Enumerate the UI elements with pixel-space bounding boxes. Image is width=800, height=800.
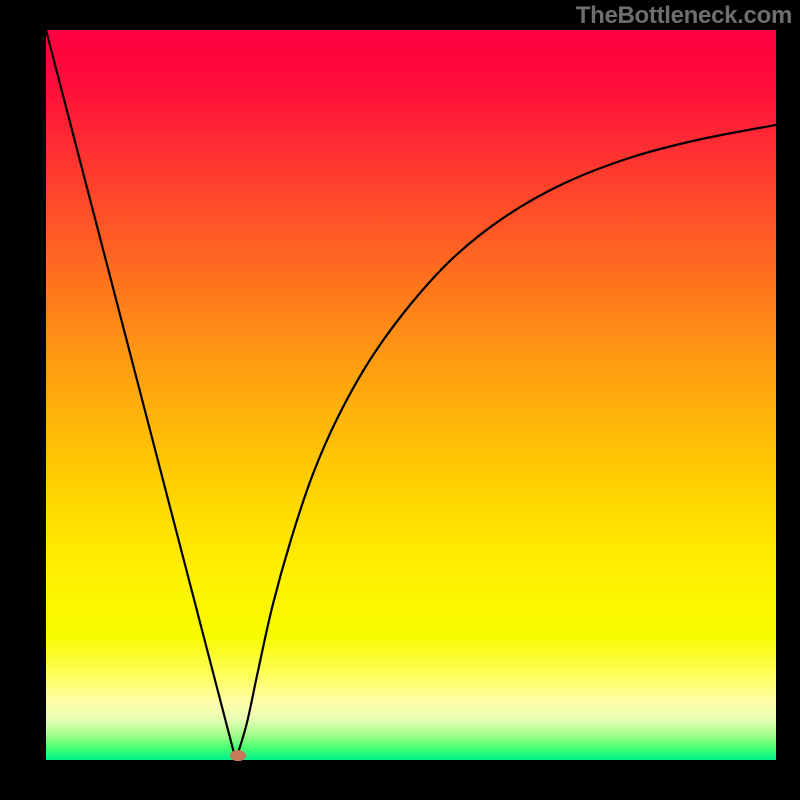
watermark-text: TheBottleneck.com [576, 2, 792, 30]
trough-marker [230, 750, 246, 761]
chart-container: TheBottleneck.com [0, 0, 800, 800]
chart-svg [0, 0, 800, 800]
